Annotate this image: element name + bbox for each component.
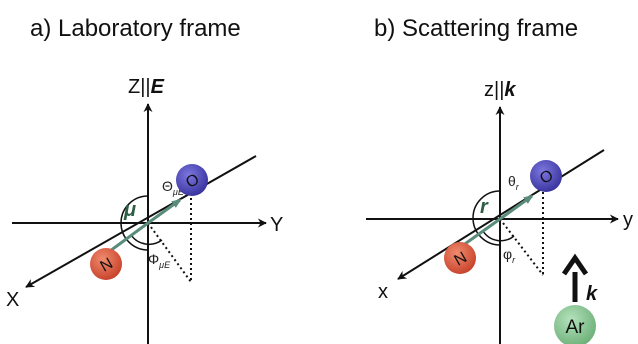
panel-a-theta-arc: [120, 195, 149, 251]
panel-b-theta-arc: [472, 190, 501, 246]
panel-a-x-axis: [25, 155, 257, 288]
panel-a-oxygen-atom: O: [176, 164, 208, 196]
panel-a: a) Laboratory frame Z||E Y X ΘμE ΦμE μ O: [6, 15, 283, 344]
panel-a-projection-diagonal: [147, 222, 192, 283]
svg-text:Ar: Ar: [566, 317, 586, 338]
panel-b-k-arrow: [561, 253, 589, 302]
panel-a-nitrogen-atom: N: [90, 248, 122, 280]
panel-b-x-label: x: [378, 281, 388, 303]
panel-a-vector-label: μ: [123, 199, 136, 221]
panel-a-phi-label: ΦμE: [148, 251, 171, 270]
panel-a-y-label: Y: [270, 214, 283, 236]
panel-b-k-label: k: [586, 283, 598, 305]
panel-b-projection-diagonal: [499, 218, 544, 276]
panel-b-vector-label: r: [480, 196, 489, 218]
panel-a-phi-arc: [130, 234, 163, 245]
panel-a-dipole-vector: [147, 198, 182, 225]
panel-a-title: a) Laboratory frame: [30, 15, 241, 42]
panel-b: b) Scattering frame z||k y x θr φr r O N: [366, 15, 633, 344]
panel-a-z-label: Z||E: [128, 76, 165, 98]
panel-b-z-label: z||k: [484, 79, 516, 101]
panel-b-oxygen-atom: O: [530, 160, 562, 192]
panel-b-theta-label: θr: [508, 173, 520, 192]
panel-b-y-label: y: [623, 209, 633, 231]
panel-a-x-label: X: [6, 289, 19, 311]
panel-b-nitrogen-atom: N: [444, 242, 476, 274]
panel-b-title: b) Scattering frame: [374, 15, 578, 42]
panel-a-dipole-tail: [109, 221, 149, 253]
panel-b-phi-arc: [482, 230, 515, 242]
panel-a-theta-label: ΘμE: [162, 178, 185, 197]
panel-b-x-axis: [397, 149, 605, 280]
panel-b-argon-atom: Ar: [554, 305, 596, 344]
panel-b-r-tail: [461, 217, 501, 248]
panel-b-phi-label: φr: [503, 246, 516, 265]
panel-b-r-vector: [499, 194, 534, 221]
